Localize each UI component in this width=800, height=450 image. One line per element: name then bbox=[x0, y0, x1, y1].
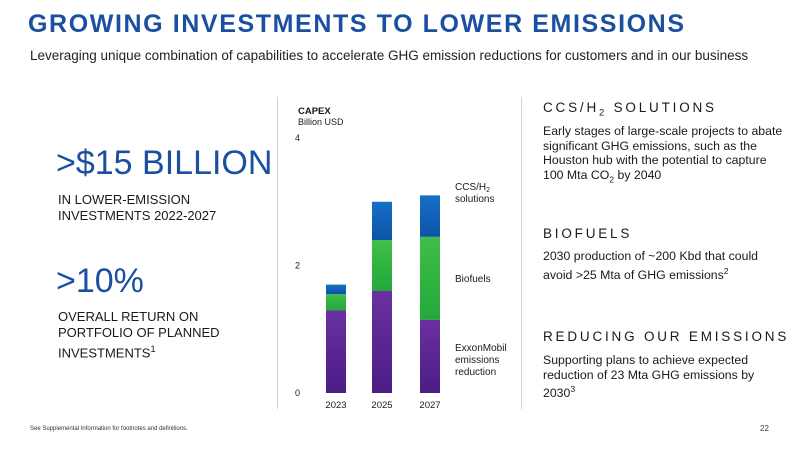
investment-stat-caption: IN LOWER-EMISSION INVESTMENTS 2022-2027 bbox=[58, 192, 258, 224]
page-subtitle: Leveraging unique combination of capabil… bbox=[30, 48, 749, 63]
y-tick-label: 0 bbox=[295, 388, 300, 398]
bar-ccs-2025 bbox=[372, 201, 392, 240]
ccs-heading-pre: CCS/H bbox=[543, 100, 600, 115]
return-caption-line-1: OVERALL RETURN ON bbox=[58, 309, 199, 324]
divider-left bbox=[277, 97, 278, 409]
ccs-heading-post: SOLUTIONS bbox=[607, 100, 717, 115]
biofuels-text-body: 2030 production of ~200 Kbd that could a… bbox=[543, 249, 759, 282]
ccs-text-sub: 2 bbox=[609, 173, 615, 184]
reducing-emissions-heading: REDUCING OUR EMISSIONS bbox=[543, 329, 790, 344]
bar-emissions-2025 bbox=[372, 291, 392, 393]
y-tick-label: 2 bbox=[295, 261, 300, 271]
reducing-emissions-text-body: Supporting plans to achieve expected red… bbox=[543, 353, 755, 401]
x-tick-label: 2023 bbox=[325, 400, 346, 411]
bar-emissions-2023 bbox=[326, 310, 346, 393]
chart-unit-label: Billion USD bbox=[298, 117, 344, 127]
biofuels-heading: BIOFUELS bbox=[543, 226, 633, 241]
biofuels-footnote-marker: 2 bbox=[723, 265, 729, 276]
investment-stat-value: >$15 BILLION bbox=[56, 144, 273, 182]
ccs-heading: CCS/H2 SOLUTIONS bbox=[543, 100, 717, 119]
legend-label-ccs: solutions bbox=[455, 194, 494, 205]
return-caption-line-3-text: INVESTMENTS bbox=[58, 345, 151, 361]
page-title: GROWING INVESTMENTS TO LOWER EMISSIONS bbox=[28, 10, 686, 38]
legend-label-emissions: emissions bbox=[455, 355, 499, 366]
bar-biofuels-2027 bbox=[420, 236, 440, 320]
x-tick-label: 2025 bbox=[371, 400, 392, 411]
investment-caption-line-1: IN LOWER-EMISSION bbox=[58, 192, 191, 207]
legend-label-ccs: CCS/H2 bbox=[455, 182, 490, 194]
bar-ccs-2023 bbox=[326, 284, 346, 295]
y-tick-label: 4 bbox=[295, 133, 300, 143]
bar-emissions-2027 bbox=[420, 319, 440, 393]
bar-ccs-2027 bbox=[420, 195, 440, 237]
legend-label-emissions: reduction bbox=[455, 367, 496, 378]
reducing-emissions-text: Supporting plans to achieve expected red… bbox=[543, 353, 783, 401]
legend-label-emissions: ExxonMobil bbox=[455, 343, 507, 354]
x-tick-label: 2027 bbox=[419, 400, 440, 411]
ccs-text-post: by 2040 bbox=[614, 167, 662, 182]
return-caption-line-3: INVESTMENTS1 bbox=[58, 341, 258, 361]
return-stat-value: >10% bbox=[56, 262, 144, 300]
page-number: 22 bbox=[760, 424, 769, 433]
bar-biofuels-2025 bbox=[372, 240, 392, 291]
capex-chart: CAPEX Billion USD 0 2 4 2023 2025 2027 ExxonMo… bbox=[295, 106, 507, 411]
return-stat-caption: OVERALL RETURN ON PORTFOLIO OF PLANNED I… bbox=[58, 309, 258, 361]
ccs-text: Early stages of large-scale projects to … bbox=[543, 124, 783, 186]
reducing-emissions-footnote-marker: 3 bbox=[570, 384, 576, 394]
return-footnote-marker: 1 bbox=[150, 344, 156, 354]
divider-right bbox=[521, 97, 522, 409]
bar-biofuels-2023 bbox=[326, 294, 346, 311]
biofuels-text: 2030 production of ~200 Kbd that could a… bbox=[543, 249, 783, 282]
footnote-note: See Supplemental Information for footnot… bbox=[30, 426, 188, 432]
chart-marks: 0 2 4 2023 2025 2027 ExxonMobilemissionsreduct… bbox=[295, 133, 507, 411]
investment-caption-line-2: INVESTMENTS 2022-2027 bbox=[58, 208, 217, 223]
return-caption-line-2: PORTFOLIO OF PLANNED bbox=[58, 325, 220, 340]
chart-title: CAPEX bbox=[298, 106, 331, 117]
ccs-text-pre: Early stages of large-scale projects to … bbox=[543, 124, 783, 182]
legend-label-biofuels: Biofuels bbox=[455, 274, 491, 285]
ccs-heading-sub: 2 bbox=[599, 107, 608, 119]
